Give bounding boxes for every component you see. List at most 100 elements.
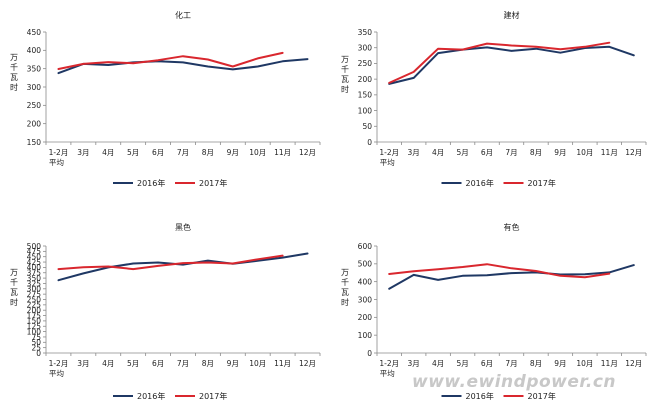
x-tick-label: 3月 <box>77 148 89 157</box>
x-tick-label: 8月 <box>202 148 214 157</box>
y-tick-label: 175 <box>27 311 42 320</box>
x-tick-label: 11月 <box>274 359 291 368</box>
y-tick-label: 50 <box>31 338 41 347</box>
chart-title: 有色 <box>504 222 520 232</box>
y-tick-label: 500 <box>358 260 373 269</box>
legend-label-1: 2016年 <box>466 391 494 401</box>
y-tick-label: 500 <box>27 242 42 251</box>
x-tick-label: 12月 <box>299 148 316 157</box>
series-line-1 <box>57 58 309 75</box>
y-tick-label: 100 <box>27 327 42 336</box>
y-tick-label: 200 <box>358 313 373 322</box>
y-tick-label: 300 <box>27 285 42 294</box>
x-tick-label: 8月 <box>202 359 214 368</box>
x-tick-label: 10月 <box>576 359 593 368</box>
y-tick-label: 350 <box>27 64 42 73</box>
x-tick-label: 11月 <box>601 148 618 157</box>
x-tick-label: 12月 <box>299 359 316 368</box>
x-tick-label: 6月 <box>481 148 493 157</box>
y-tick-label: 150 <box>27 317 42 326</box>
y-tick-label: 300 <box>358 44 373 53</box>
y-tick-label: 400 <box>27 46 42 55</box>
chart-title: 化工 <box>175 10 191 20</box>
x-tick-label: 1-2月平均 <box>49 359 69 378</box>
x-tick-label: 6月 <box>481 359 493 368</box>
y-axis-label: 万千瓦时 <box>341 55 349 94</box>
y-tick-label: 350 <box>27 274 42 283</box>
x-tick-label: 10月 <box>576 148 593 157</box>
y-tick-label: 375 <box>27 269 42 278</box>
x-tick-label: 1-2月平均 <box>49 148 69 167</box>
y-tick-label: 400 <box>358 277 373 286</box>
x-tick-label: 8月 <box>530 148 542 157</box>
series-line-2 <box>57 51 284 70</box>
x-tick-label: 7月 <box>505 359 517 368</box>
x-tick-label: 4月 <box>432 148 444 157</box>
y-tick-label: 100 <box>358 331 373 340</box>
x-tick-label: 9月 <box>227 359 239 368</box>
series-line-2 <box>388 41 611 84</box>
legend-label-1: 2016年 <box>466 178 494 188</box>
y-tick-label: 150 <box>27 138 42 147</box>
x-tick-label: 6月 <box>152 359 164 368</box>
y-tick-label: 450 <box>27 253 42 262</box>
y-tick-label: 50 <box>362 122 372 131</box>
y-tick-label: 250 <box>27 101 42 110</box>
y-tick-label: 0 <box>367 349 372 358</box>
x-tick-label: 12月 <box>625 359 642 368</box>
x-tick-label: 9月 <box>227 148 239 157</box>
y-tick-label: 75 <box>31 333 41 342</box>
x-tick-label: 5月 <box>127 359 139 368</box>
series-line-2 <box>388 263 611 279</box>
y-tick-label: 600 <box>358 242 373 251</box>
legend-label-2: 2017年 <box>199 391 227 401</box>
y-tick-label: 100 <box>358 106 373 115</box>
y-tick-label: 200 <box>27 119 42 128</box>
legend-label-2: 2017年 <box>528 178 556 188</box>
x-tick-label: 3月 <box>77 359 89 368</box>
y-axis-label: 万千瓦时 <box>10 268 18 307</box>
y-tick-label: 300 <box>27 83 42 92</box>
legend-label-2: 2017年 <box>528 391 556 401</box>
y-axis-label: 万千瓦时 <box>341 268 349 307</box>
y-tick-label: 25 <box>31 343 41 352</box>
y-tick-label: 250 <box>27 295 42 304</box>
series-line-1 <box>388 45 635 85</box>
y-tick-label: 350 <box>358 28 373 37</box>
x-tick-label: 3月 <box>408 148 420 157</box>
y-tick-label: 200 <box>358 75 373 84</box>
x-tick-label: 10月 <box>249 359 266 368</box>
series-line-1 <box>388 264 635 290</box>
y-tick-label: 450 <box>27 28 42 37</box>
y-tick-label: 200 <box>27 306 42 315</box>
x-tick-label: 1-2月平均 <box>379 148 399 167</box>
legend-label-1: 2016年 <box>137 391 165 401</box>
x-tick-label: 1-2月平均 <box>379 359 399 378</box>
y-tick-label: 425 <box>27 258 42 267</box>
y-tick-label: 125 <box>27 322 42 331</box>
x-tick-label: 4月 <box>432 359 444 368</box>
x-tick-label: 11月 <box>274 148 291 157</box>
chart-title: 黑色 <box>175 222 191 232</box>
x-tick-label: 5月 <box>456 148 468 157</box>
y-tick-label: 225 <box>27 301 42 310</box>
watermark: www.ewindpower.cn <box>412 372 616 392</box>
x-tick-label: 7月 <box>177 148 189 157</box>
x-tick-label: 4月 <box>102 359 114 368</box>
y-tick-label: 300 <box>358 295 373 304</box>
x-tick-label: 3月 <box>408 359 420 368</box>
y-tick-label: 325 <box>27 279 42 288</box>
legend-label-1: 2016年 <box>137 178 165 188</box>
chart-title: 建材 <box>504 10 520 20</box>
x-tick-label: 9月 <box>554 148 566 157</box>
x-tick-label: 10月 <box>249 148 266 157</box>
x-tick-label: 5月 <box>456 359 468 368</box>
series-line-1 <box>57 252 309 282</box>
x-tick-label: 6月 <box>152 148 164 157</box>
y-tick-label: 0 <box>36 349 41 358</box>
